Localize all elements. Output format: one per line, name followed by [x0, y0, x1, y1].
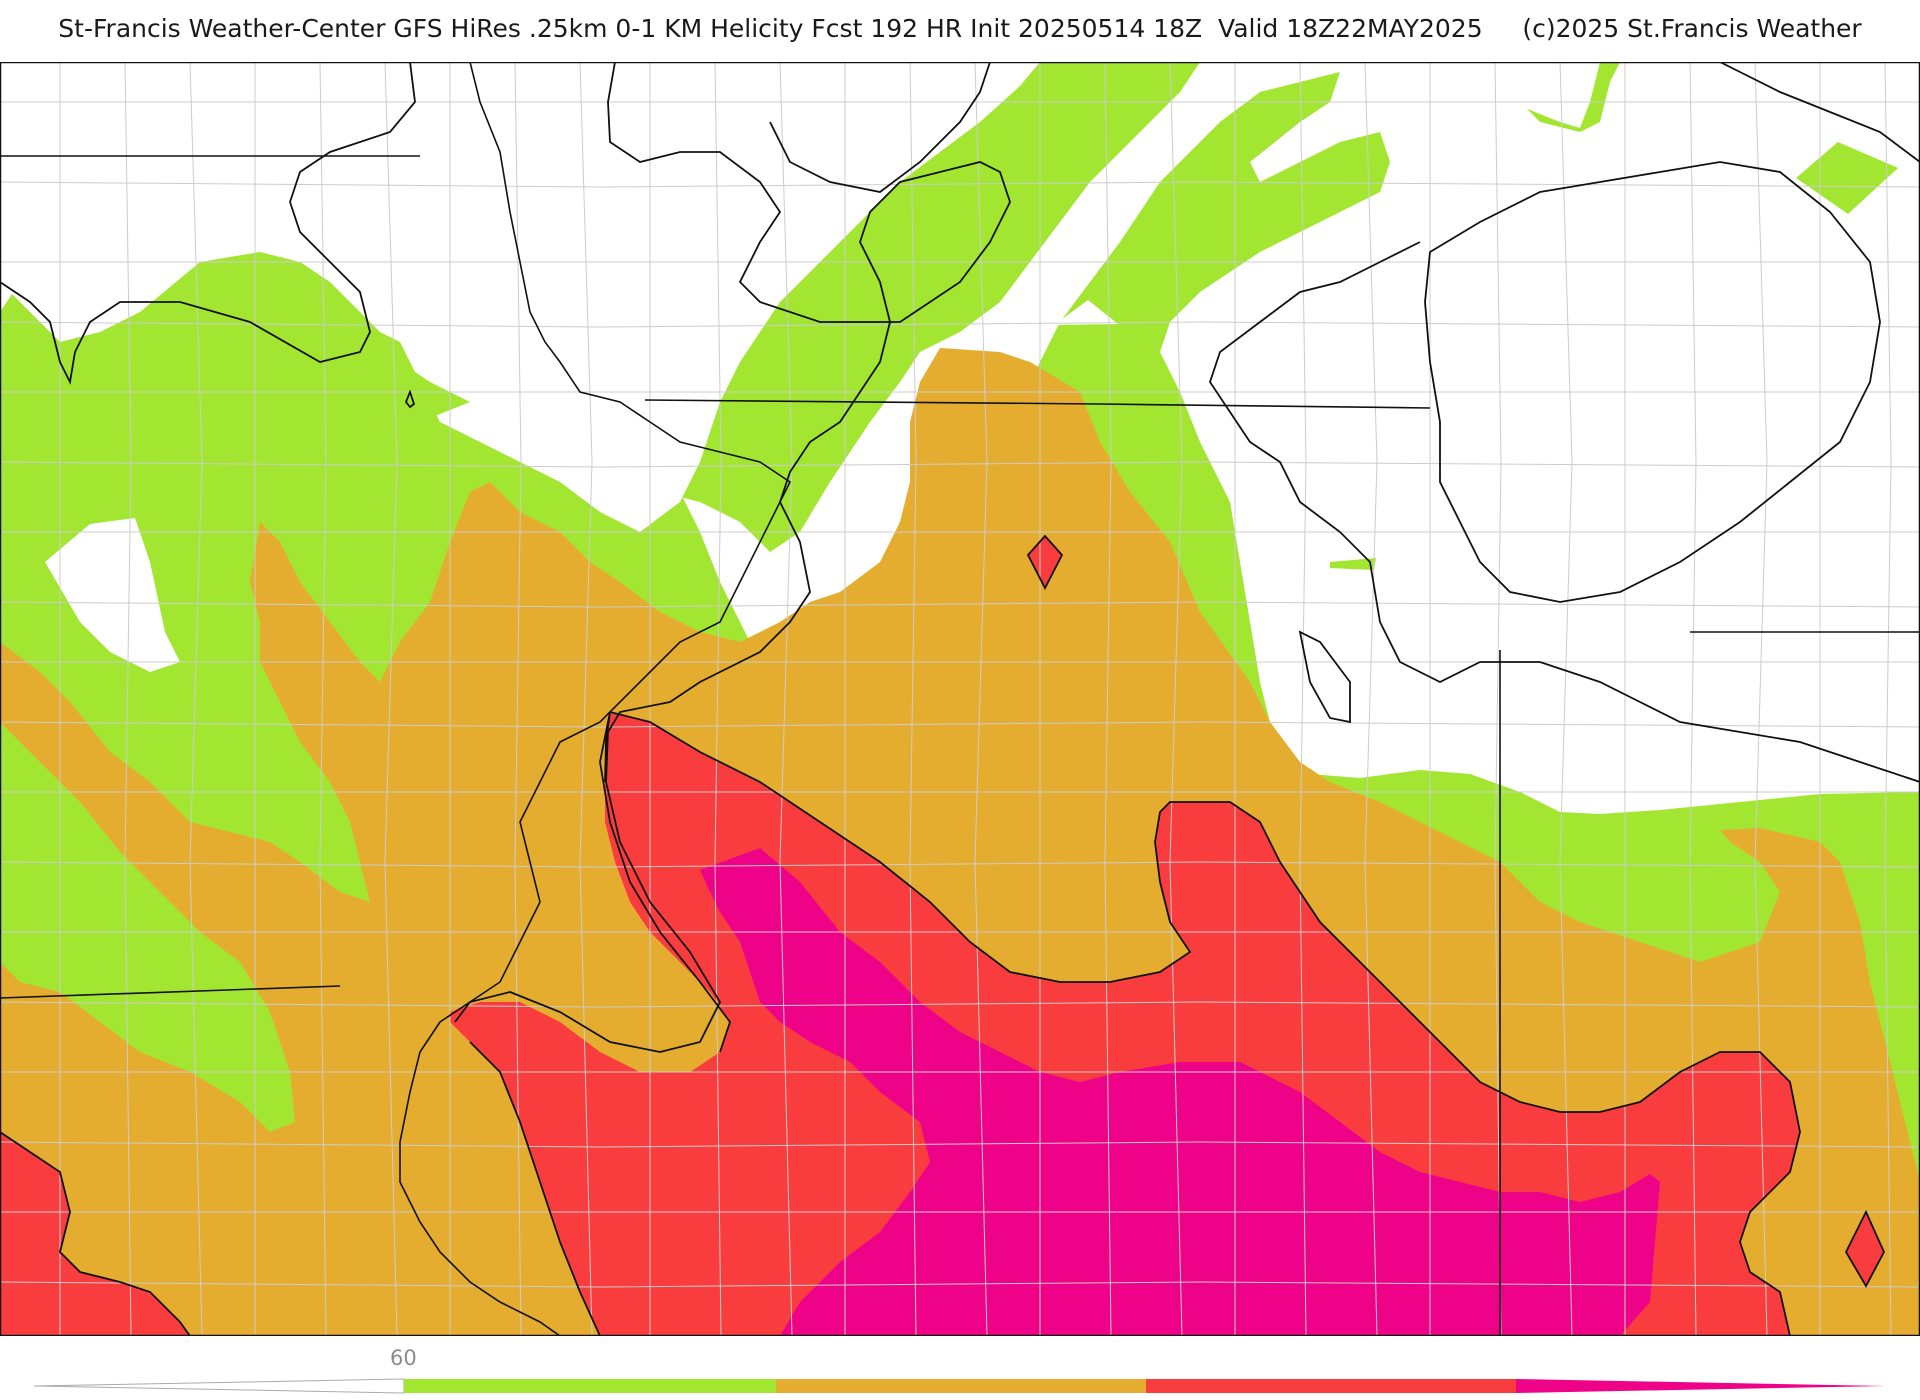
colorbar-segment-red — [1146, 1379, 1516, 1393]
white-region-west-pocket — [45, 518, 180, 672]
helicity-band-magenta — [700, 848, 1660, 1336]
contour-red-main — [609, 711, 1801, 1336]
colorbar-triangle-left — [33, 1378, 405, 1394]
map-title: St-Francis Weather-Center GFS HiRes .25k… — [58, 14, 1862, 43]
county-line-horizontal — [0, 1141, 1920, 1148]
contour-east-2 — [1719, 62, 1920, 163]
county-line-horizontal — [0, 181, 1920, 188]
county-line-horizontal — [0, 721, 1920, 728]
colorbar-segment-orange — [776, 1379, 1146, 1393]
colorbar-triangle-right — [1516, 1379, 1886, 1393]
colorbar-tick-label: 60 — [390, 1346, 417, 1370]
helicity-red-cell-north — [1028, 536, 1062, 588]
map-canvas — [0, 62, 1920, 1336]
colorbar-svg — [33, 1378, 1886, 1394]
contour-lines — [0, 62, 1920, 1336]
white-region-west-inner — [130, 302, 470, 472]
contour-red-west — [599, 711, 732, 1053]
border-nw-wiggle — [399, 62, 792, 1336]
helicity-band-red — [450, 712, 1800, 1336]
green-islet-east — [1330, 558, 1376, 570]
contour-east-big-loop — [1424, 161, 1881, 603]
contour-red-east — [1844, 1209, 1886, 1288]
contour-north-central-2 — [769, 62, 991, 193]
county-line-horizontal — [0, 1281, 1920, 1288]
green-tongue-southwest — [0, 722, 295, 1132]
contour-northwest — [0, 62, 416, 385]
white-region-north-central — [580, 62, 1920, 814]
county-line-horizontal — [0, 861, 1920, 868]
helicity-band-red-southwest — [0, 1132, 190, 1336]
white-islet-central — [1054, 300, 1118, 325]
border-mid-horizontal — [644, 399, 1431, 409]
colorbar-segment-green — [404, 1379, 776, 1393]
helicity-map — [0, 62, 1920, 1336]
county-line-horizontal — [0, 321, 1920, 328]
state-borders — [0, 62, 1920, 1336]
green-islet-northeast — [1796, 142, 1898, 214]
county-line-horizontal — [0, 1001, 1920, 1008]
county-line-horizontal — [0, 461, 1920, 468]
green-islet-north — [876, 196, 934, 300]
white-region-northwest — [0, 62, 560, 402]
border-sw-horizontal — [0, 985, 341, 999]
contour-red-southwest — [0, 1131, 191, 1336]
colorbar: 60 — [0, 1336, 1920, 1400]
contour-small-loop-nw — [404, 389, 416, 409]
county-line-horizontal — [0, 601, 1920, 608]
contour-east-small-loop — [1298, 630, 1351, 724]
contour-east-3 — [1209, 241, 1920, 783]
contour-river-lower — [469, 1041, 601, 1336]
contour-main-north — [454, 62, 1011, 1053]
contour-red-north — [1026, 534, 1064, 590]
county-lines — [0, 62, 1920, 1336]
